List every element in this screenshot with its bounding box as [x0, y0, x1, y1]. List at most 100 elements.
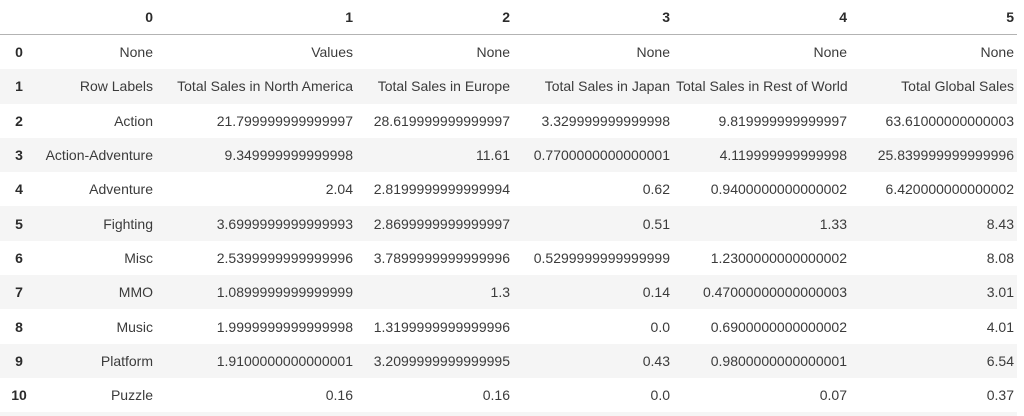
cell: 1.0899999999999999	[216, 284, 353, 301]
row-index-cell: 2	[15, 112, 23, 129]
cell: 21.799999999999997	[216, 112, 353, 129]
table-row: 5 Fighting 3.6999999999999993 2.86999999999…	[0, 206, 1017, 241]
cell: Total Sales in North America	[177, 78, 353, 95]
cell: 0.16	[325, 387, 353, 404]
cell: Action	[114, 112, 153, 129]
cell: 6.54	[986, 352, 1014, 369]
cell: 25.839999999999996	[877, 147, 1014, 164]
cell: 3.329999999999998	[541, 112, 670, 129]
cell: Total Global Sales	[901, 78, 1014, 95]
row-index-cell: 9	[15, 352, 23, 369]
column-header: 5	[850, 0, 1017, 35]
cell: 8.43	[986, 215, 1014, 232]
cell: Values	[311, 44, 353, 61]
cell: 0.51	[642, 215, 670, 232]
table-row: 7 MMO 1.0899999999999999 1.3 0.14 0.470000000…	[0, 275, 1017, 310]
cell: 0.0	[650, 387, 670, 404]
cell: 0.43	[642, 352, 670, 369]
cell: 0.6900000000000002	[710, 318, 847, 335]
cell	[156, 412, 356, 416]
table-row-partial	[0, 412, 1017, 416]
cell: None	[476, 44, 510, 61]
cell: Total Sales in Japan	[544, 78, 670, 95]
cell: Row Labels	[79, 78, 153, 95]
cell: None	[119, 44, 153, 61]
table-row: 10 Puzzle 0.16 0.16 0.0 0.07 0.37	[0, 378, 1017, 412]
table-row: 1 Row Labels Total Sales in North America T…	[0, 69, 1017, 104]
cell: 3.2099999999999995	[373, 352, 510, 369]
cell: 0.9800000000000001	[710, 352, 847, 369]
cell: 0.16	[482, 387, 510, 404]
table-row: 3 Action-Adventure 9.349999999999998 11.61 0…	[0, 137, 1017, 173]
cell: MMO	[118, 284, 153, 301]
cell: 28.619999999999997	[373, 112, 510, 129]
cell: 0.0	[650, 318, 670, 335]
cell: 4.119999999999998	[719, 147, 847, 164]
cell	[356, 412, 513, 416]
table-row: 6 Misc 2.5399999999999996 3.789999999999999…	[0, 241, 1017, 275]
cell: Music	[116, 318, 153, 335]
cell: 1.9100000000000001	[216, 352, 353, 369]
row-index-cell: 1	[15, 78, 23, 95]
cell	[38, 412, 156, 416]
cell: 2.8699999999999997	[373, 215, 510, 232]
cell: 63.61000000000003	[885, 112, 1014, 129]
cell: Puzzle	[110, 387, 153, 404]
table-row: 2 Action 21.799999999999997 28.619999999999…	[0, 104, 1017, 138]
cell: 1.3	[490, 284, 510, 301]
table-row: 4 Adventure 2.04 2.8199999999999994 0.62 0.94…	[0, 172, 1017, 206]
cell: None	[980, 44, 1014, 61]
column-header: 4	[673, 0, 850, 35]
cell: 9.349999999999998	[224, 147, 353, 164]
cell: Total Sales in Rest of World	[676, 78, 848, 95]
cell: 1.9999999999999998	[216, 318, 353, 335]
cell	[850, 412, 1017, 416]
cell	[513, 412, 673, 416]
cell: Fighting	[103, 215, 153, 232]
cell: 0.62	[642, 181, 670, 198]
cell: 4.01	[986, 318, 1014, 335]
cell: 11.61	[476, 147, 510, 164]
cell: Adventure	[89, 181, 153, 198]
cell: Platform	[100, 352, 153, 369]
cell: 0.14	[642, 284, 670, 301]
cell: Misc	[124, 249, 153, 266]
row-index-cell: 0	[15, 44, 23, 61]
table-body: 0 None Values None None None None 1 Row Labels To…	[0, 35, 1017, 416]
cell: 0.9400000000000002	[710, 181, 847, 198]
row-index-cell: 3	[15, 147, 23, 164]
cell	[673, 412, 850, 416]
row-index-cell: 4	[15, 181, 23, 198]
cell: 9.819999999999997	[718, 112, 847, 129]
row-index-cell: 6	[15, 249, 23, 266]
cell: 0.47000000000000003	[702, 284, 847, 301]
cell: 3.6999999999999993	[216, 215, 353, 232]
column-header: 3	[513, 0, 673, 35]
cell: 2.04	[325, 181, 353, 198]
cell: 6.420000000000002	[885, 181, 1014, 198]
cell: 2.8199999999999994	[373, 181, 510, 198]
cell: None	[813, 44, 847, 61]
table-row: 8 Music 1.9999999999999998 1.31999999999999…	[0, 309, 1017, 343]
row-index-cell: 10	[11, 387, 27, 404]
table-row: 9 Platform 1.9100000000000001 3.20999999999…	[0, 343, 1017, 378]
cell: 2.5399999999999996	[216, 249, 353, 266]
column-header: 2	[356, 0, 513, 35]
cell: None	[636, 44, 670, 61]
row-index-cell: 5	[15, 215, 23, 232]
cell: 3.7899999999999996	[373, 249, 510, 266]
cell: 0.5299999999999999	[533, 249, 670, 266]
cell: 8.08	[986, 249, 1014, 266]
cell: 3.01	[986, 284, 1014, 301]
row-index-cell: 8	[15, 318, 23, 335]
table-row: 0 None Values None None None None	[0, 35, 1017, 70]
cell: 0.07	[819, 387, 847, 404]
cell: 0.7700000000000001	[533, 147, 670, 164]
cell: 1.3199999999999996	[373, 318, 510, 335]
cell: Action-Adventure	[45, 147, 153, 164]
column-header: 0	[38, 0, 156, 35]
